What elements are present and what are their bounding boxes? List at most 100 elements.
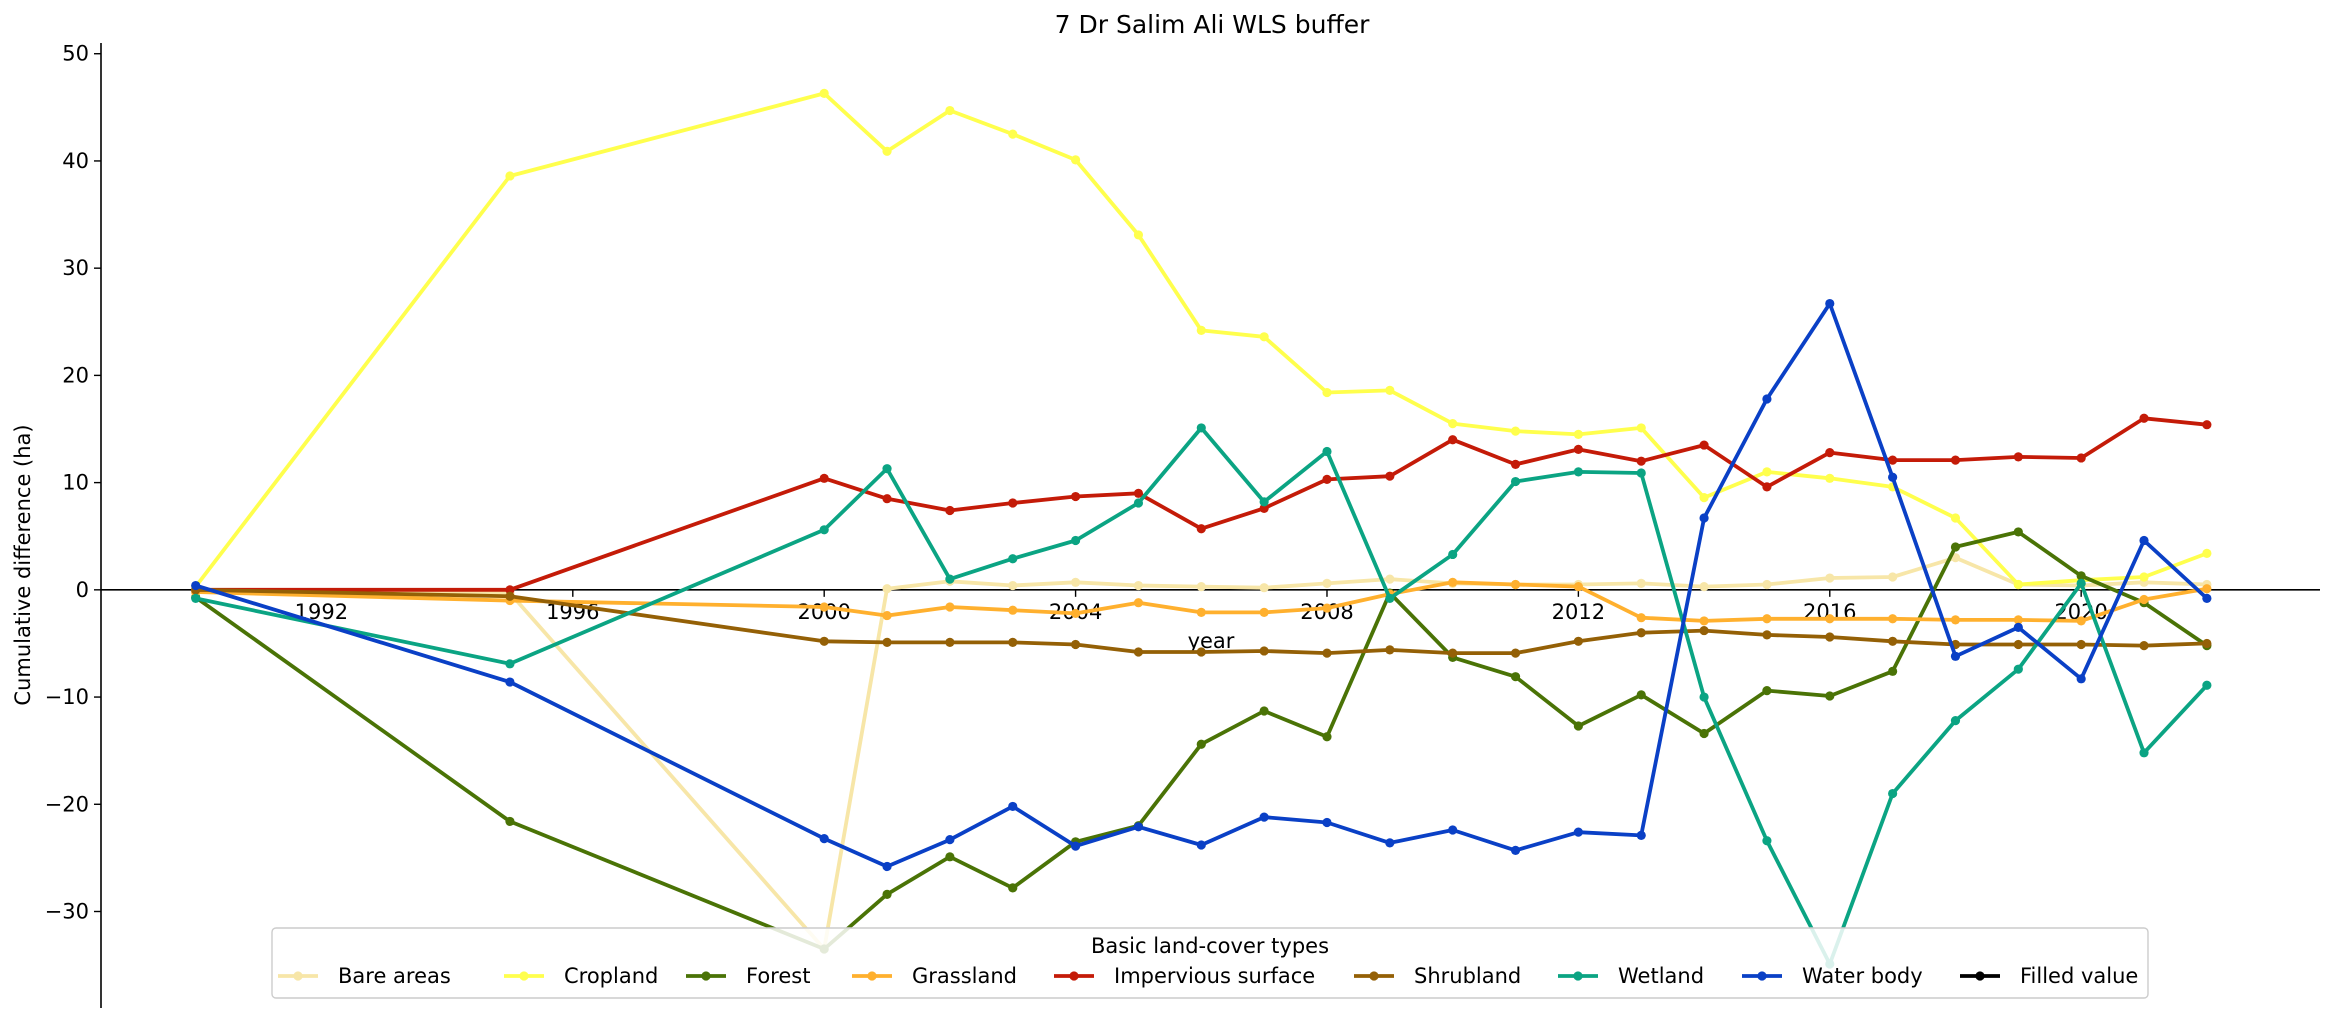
y-tick-label: 20	[62, 363, 89, 387]
data-point-water-body	[1196, 840, 1206, 850]
x-tick-label: 2012	[1552, 600, 1605, 624]
data-point-water-body	[1888, 472, 1898, 482]
data-point-shrubland	[1699, 625, 1709, 636]
data-point-grassland	[1008, 605, 1018, 615]
data-point-water-body	[1133, 822, 1144, 832]
data-point-grassland	[2202, 584, 2212, 594]
data-point-wetland	[1133, 498, 1144, 508]
data-point-grassland	[945, 602, 955, 612]
data-point-forest	[1699, 728, 1709, 739]
data-point-cropland	[1699, 493, 1709, 503]
data-point-bare-areas	[1825, 573, 1835, 583]
data-point-wetland	[1322, 446, 1332, 457]
legend-entry-bare-areas: Bare areas	[278, 964, 451, 988]
data-point-shrubland	[2139, 640, 2149, 651]
data-point-impervious-surface	[1259, 503, 1269, 513]
y-tick-label: 30	[62, 256, 89, 280]
data-point-bare-areas	[1699, 582, 1709, 592]
data-point-shrubland	[2202, 638, 2212, 649]
data-point-impervious-surface	[1950, 455, 1961, 465]
data-point-wetland	[2202, 680, 2212, 690]
data-point-grassland	[2013, 615, 2023, 625]
data-point-water-body	[1510, 845, 1521, 855]
data-point-grassland	[1510, 579, 1521, 590]
data-point-grassland	[1762, 614, 1772, 624]
data-point-shrubland	[1510, 648, 1521, 658]
x-axis-label: year	[1188, 629, 1235, 653]
chart-title: 7 Dr Salim Ali WLS buffer	[1055, 10, 1370, 39]
data-point-cropland	[1008, 129, 1018, 139]
data-point-bare-areas	[1888, 572, 1898, 582]
data-point-cropland	[1636, 423, 1646, 433]
data-point-impervious-surface	[505, 585, 515, 595]
data-point-impervious-surface	[1196, 524, 1206, 534]
data-point-wetland	[1070, 535, 1081, 546]
data-point-wetland	[1950, 716, 1961, 726]
data-point-impervious-surface	[882, 494, 892, 504]
legend-marker	[867, 971, 877, 981]
data-point-cropland	[945, 105, 955, 116]
data-point-grassland	[1259, 607, 1269, 617]
data-point-wetland	[1888, 788, 1898, 799]
data-point-forest	[1950, 542, 1961, 552]
legend-label: Grassland	[912, 964, 1017, 988]
data-point-wetland	[882, 464, 892, 474]
data-point-cropland	[1322, 387, 1332, 398]
data-point-water-body	[1950, 651, 1961, 661]
data-point-bare-areas	[1196, 582, 1206, 592]
data-point-water-body	[1259, 812, 1269, 822]
legend-entry-water-body: Water body	[1742, 964, 1923, 988]
y-tick-label: 50	[62, 42, 89, 66]
data-point-water-body	[1070, 841, 1081, 851]
data-point-cropland	[1950, 513, 1961, 523]
data-point-impervious-surface	[819, 473, 829, 483]
data-point-impervious-surface	[2013, 452, 2023, 462]
series-impervious-surface	[191, 413, 2212, 595]
legend-entry-filled-value: Filled value	[1960, 964, 2138, 988]
data-point-grassland	[2076, 616, 2086, 626]
data-point-cropland	[819, 88, 829, 98]
data-point-wetland	[2139, 748, 2149, 758]
data-point-forest	[945, 852, 955, 862]
data-point-water-body	[1573, 827, 1583, 837]
legend-entry-grassland: Grassland	[852, 964, 1017, 988]
data-point-bare-areas	[1385, 574, 1395, 584]
data-point-grassland	[882, 610, 892, 621]
data-point-impervious-surface	[1322, 474, 1332, 484]
data-point-cropland	[882, 146, 892, 156]
legend-marker	[701, 971, 711, 981]
data-point-bare-areas	[1636, 578, 1646, 589]
data-point-forest	[1573, 721, 1583, 731]
data-point-wetland	[2013, 664, 2023, 674]
data-point-shrubland	[1762, 630, 1772, 640]
data-point-shrubland	[882, 637, 892, 647]
data-point-wetland	[1636, 468, 1646, 478]
data-point-shrubland	[1636, 628, 1646, 638]
data-point-water-body	[2013, 622, 2023, 632]
data-point-shrubland	[1070, 639, 1081, 650]
data-point-shrubland	[819, 636, 829, 646]
data-point-water-body	[1385, 838, 1395, 848]
data-point-forest	[1510, 672, 1521, 682]
data-point-forest	[1636, 690, 1646, 700]
data-point-grassland	[1133, 598, 1144, 608]
y-tick-label: −30	[45, 900, 89, 924]
data-point-bare-areas	[1008, 580, 1018, 591]
legend-title: Basic land-cover types	[1091, 934, 1329, 958]
data-point-bare-areas	[1070, 577, 1081, 587]
legend-label: Filled value	[2020, 964, 2138, 988]
data-point-wetland	[1762, 836, 1772, 846]
data-point-shrubland	[1322, 648, 1332, 658]
data-point-shrubland	[1196, 647, 1206, 657]
data-point-impervious-surface	[1133, 488, 1144, 498]
data-point-water-body	[1762, 394, 1772, 404]
data-point-water-body	[882, 861, 892, 872]
data-point-grassland	[1825, 614, 1835, 624]
legend-label: Impervious surface	[1114, 964, 1315, 988]
data-point-impervious-surface	[1008, 498, 1018, 508]
legend-entry-shrubland: Shrubland	[1354, 964, 1521, 988]
data-point-shrubland	[505, 591, 515, 601]
data-point-bare-areas	[1322, 578, 1332, 589]
data-point-forest	[1888, 666, 1898, 676]
